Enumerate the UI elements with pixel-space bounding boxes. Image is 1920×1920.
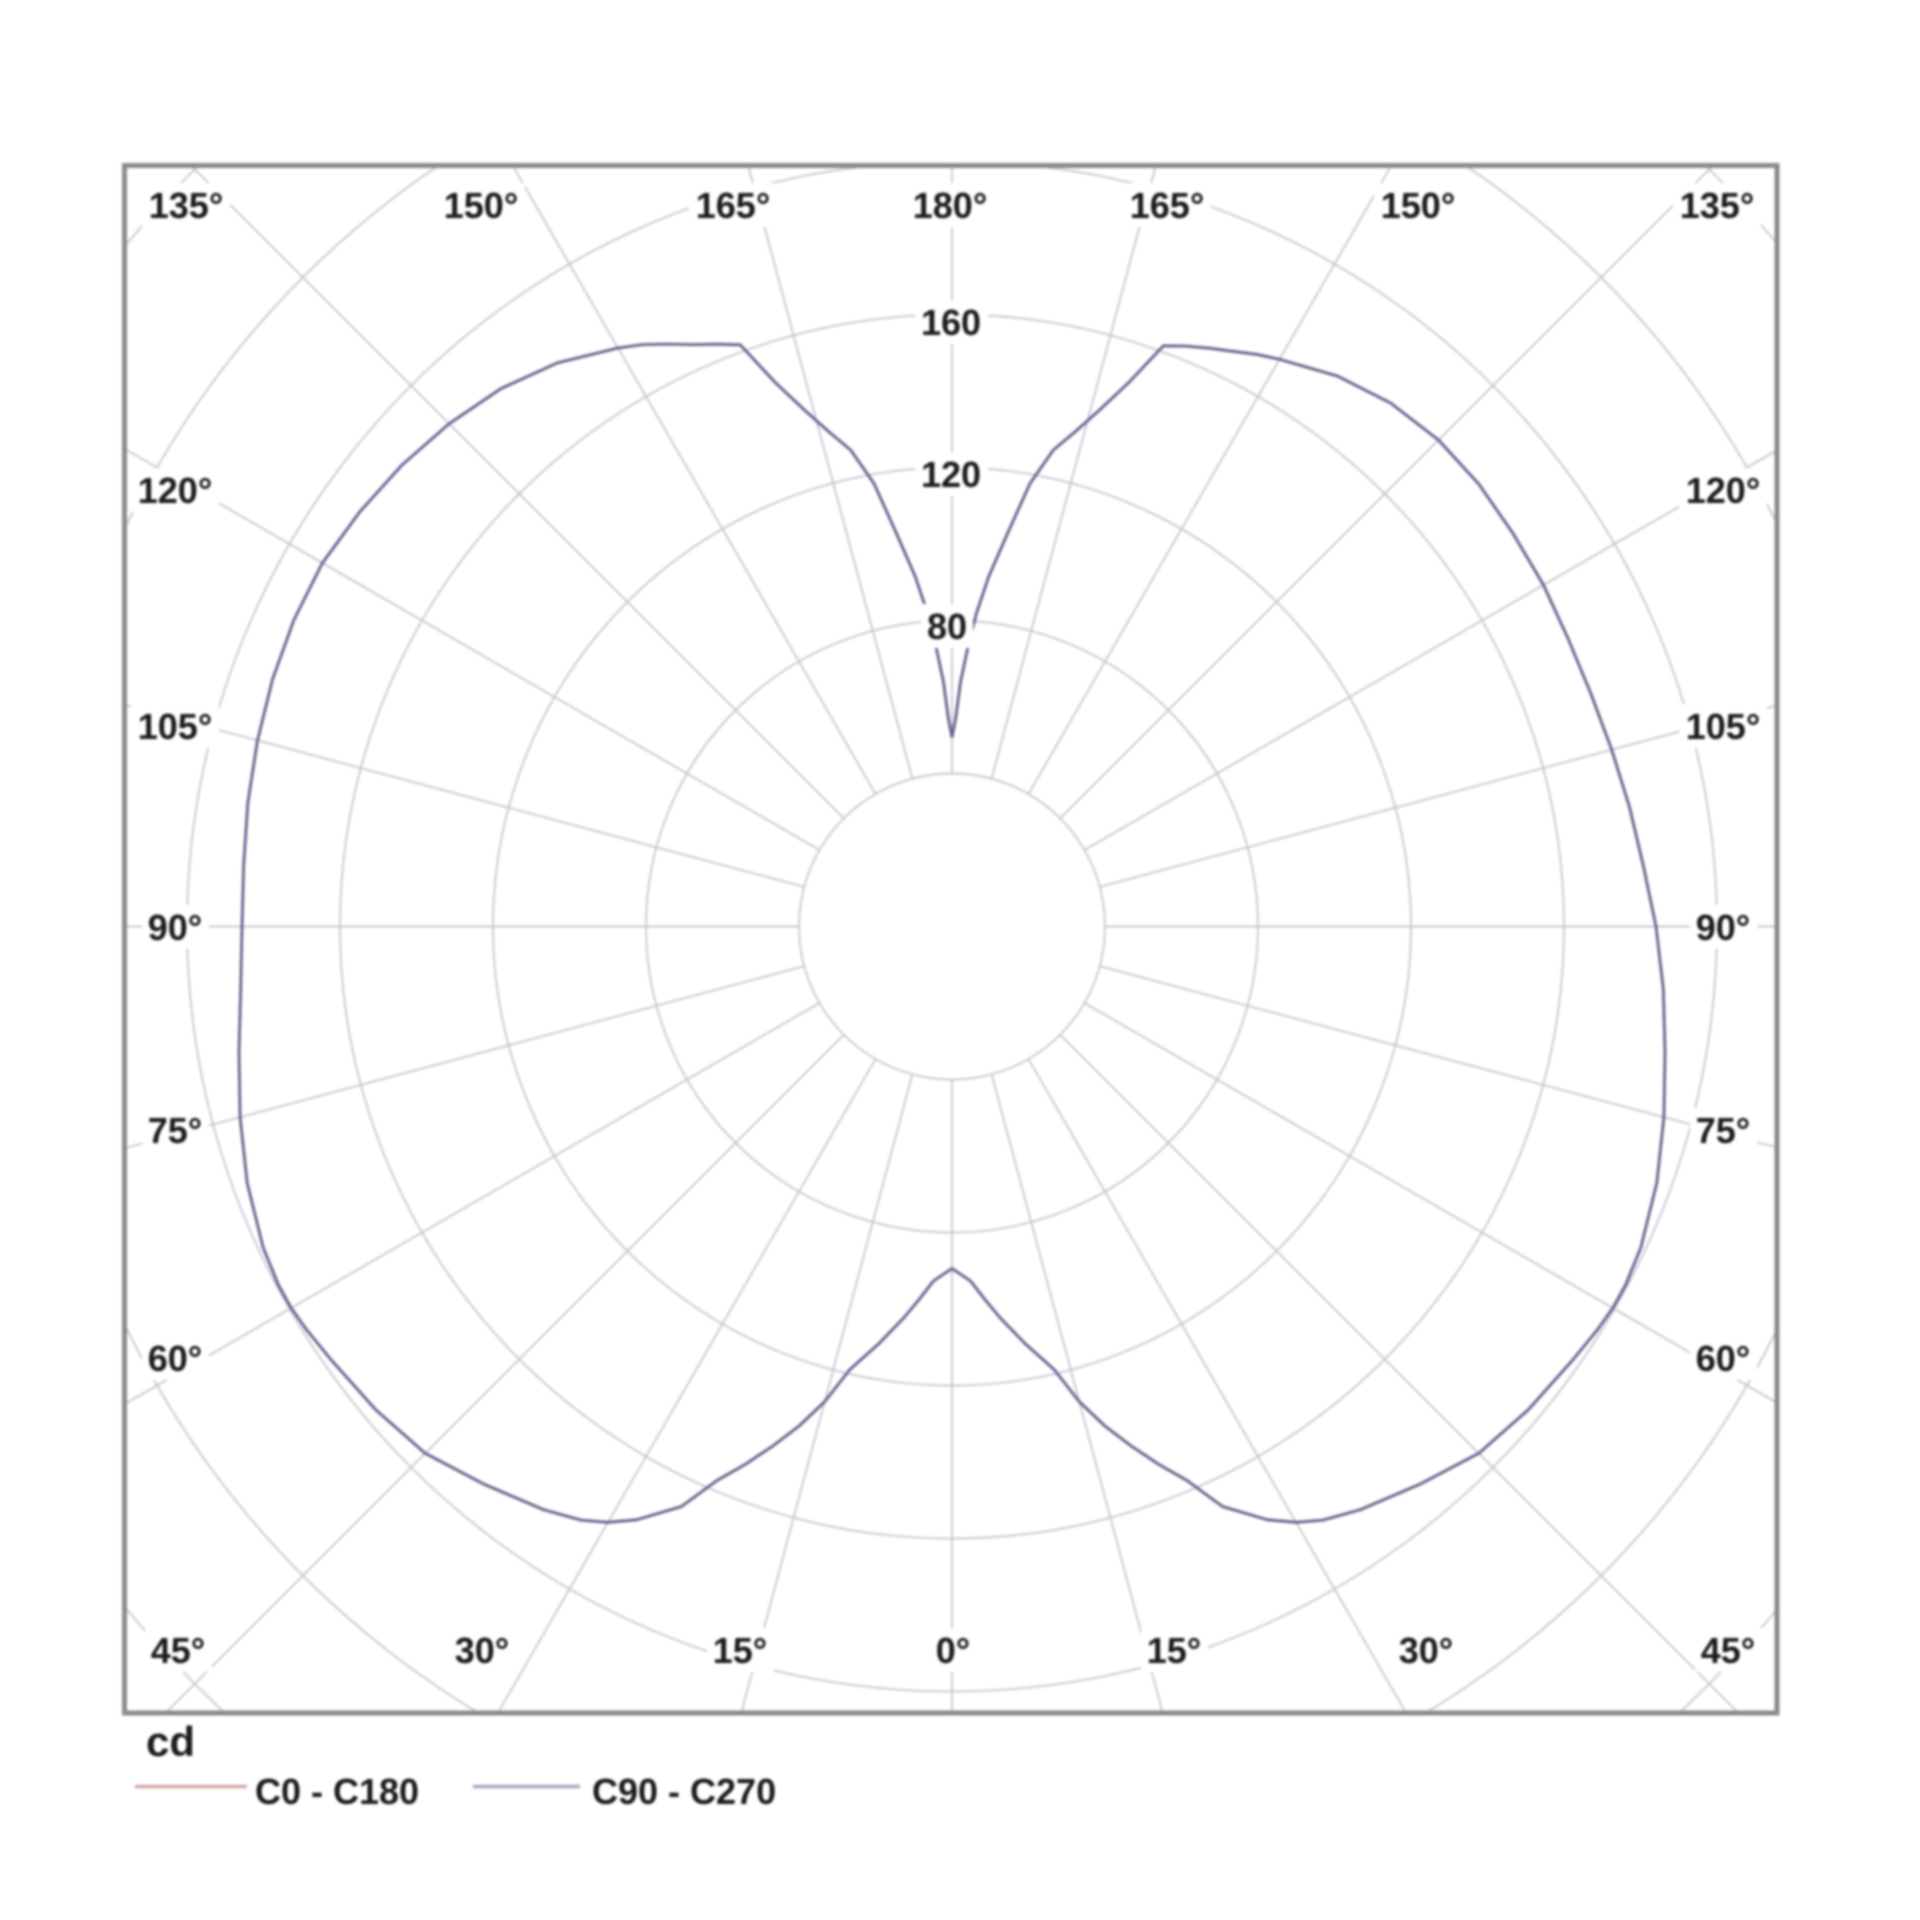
- svg-text:135°: 135°: [149, 185, 223, 226]
- svg-text:45°: 45°: [1701, 1630, 1755, 1671]
- svg-text:15°: 15°: [713, 1630, 767, 1671]
- svg-text:75°: 75°: [1696, 1110, 1750, 1151]
- svg-text:135°: 135°: [1680, 185, 1754, 226]
- svg-text:0°: 0°: [936, 1630, 970, 1671]
- svg-text:105°: 105°: [138, 706, 212, 747]
- svg-text:90°: 90°: [1696, 907, 1750, 948]
- svg-text:C0 - C180: C0 - C180: [255, 1771, 419, 1812]
- svg-text:90°: 90°: [148, 907, 202, 948]
- svg-text:30°: 30°: [455, 1630, 509, 1671]
- svg-text:160: 160: [921, 302, 981, 343]
- svg-text:150°: 150°: [444, 185, 518, 226]
- svg-text:30°: 30°: [1399, 1630, 1453, 1671]
- svg-text:165°: 165°: [1130, 185, 1204, 226]
- svg-text:105°: 105°: [1686, 706, 1760, 747]
- svg-text:120°: 120°: [138, 470, 212, 511]
- svg-text:120: 120: [921, 454, 981, 495]
- svg-text:C90 - C270: C90 - C270: [592, 1771, 776, 1812]
- svg-text:60°: 60°: [148, 1338, 202, 1379]
- svg-text:15°: 15°: [1147, 1630, 1201, 1671]
- svg-text:cd: cd: [146, 1718, 195, 1765]
- svg-text:45°: 45°: [151, 1630, 205, 1671]
- svg-text:60°: 60°: [1696, 1338, 1750, 1379]
- svg-text:165°: 165°: [696, 185, 770, 226]
- svg-text:80: 80: [927, 606, 967, 647]
- svg-text:120°: 120°: [1686, 470, 1760, 511]
- svg-text:150°: 150°: [1381, 185, 1455, 226]
- svg-text:75°: 75°: [148, 1110, 202, 1151]
- svg-text:180°: 180°: [913, 185, 987, 226]
